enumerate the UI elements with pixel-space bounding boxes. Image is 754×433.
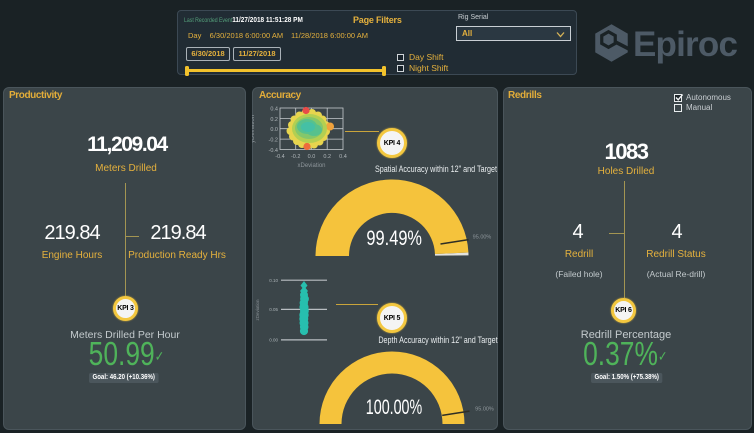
- svg-text:xDeviation: xDeviation: [297, 163, 325, 169]
- svg-text:yDeviation: yDeviation: [252, 115, 256, 143]
- svg-text:95.00%: 95.00%: [473, 234, 492, 240]
- svg-text:0.10: 0.10: [269, 278, 278, 283]
- svg-text:zDeviation: zDeviation: [255, 299, 260, 321]
- svg-text:95.00%: 95.00%: [475, 406, 494, 412]
- svg-text:0.2: 0.2: [270, 117, 278, 123]
- svg-text:-0.4: -0.4: [269, 148, 278, 154]
- svg-text:-0.2: -0.2: [291, 154, 300, 160]
- svg-text:0.4: 0.4: [270, 107, 278, 113]
- svg-text:0.4: 0.4: [339, 154, 347, 160]
- svg-text:0.00: 0.00: [269, 338, 278, 343]
- svg-text:0.0: 0.0: [270, 127, 278, 133]
- svg-text:0.2: 0.2: [323, 154, 331, 160]
- svg-text:0.0: 0.0: [308, 154, 316, 160]
- svg-text:0.05: 0.05: [269, 307, 278, 312]
- svg-text:-0.4: -0.4: [275, 154, 284, 160]
- svg-text:Epiroc: Epiroc: [633, 25, 737, 64]
- svg-text:-0.2: -0.2: [269, 138, 278, 144]
